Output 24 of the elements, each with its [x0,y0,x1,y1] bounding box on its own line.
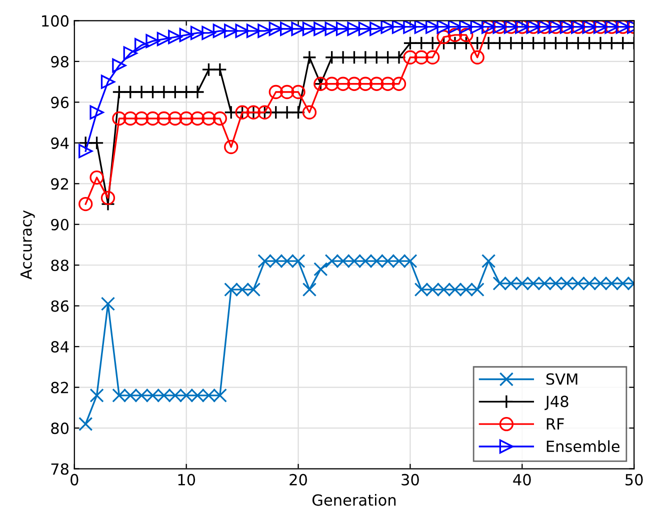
legend-label: RF [546,418,564,430]
y-tick-label: 88 [51,260,68,272]
y-tick-label: 98 [51,56,68,68]
legend-label: Ensemble [546,440,620,452]
x-tick-label: 40 [513,474,531,486]
y-tick-label: 82 [51,382,68,394]
legend-label: J48 [544,396,568,410]
y-tick-label: 100 [42,15,69,27]
x-tick-label: 20 [290,474,307,486]
y-tick-label: 94 [51,137,69,149]
x-axis-title: Generation [312,494,396,506]
y-tick-label: 80 [51,422,69,434]
y-tick-label: 92 [51,178,68,190]
x-tick-label: 30 [402,474,419,486]
y-tick-label: 90 [51,218,69,230]
y-tick-label: 96 [51,96,69,108]
y-tick-label: 78 [51,463,68,475]
y-axis-title: Accuracy [20,210,35,280]
y-tick-label: 86 [51,300,69,312]
x-tick-label: 50 [626,474,643,486]
y-tick-label: 84 [51,341,69,353]
x-tick-label: 10 [178,474,196,486]
x-tick-label: 0 [70,474,78,486]
legend-label: SVM [546,373,578,385]
